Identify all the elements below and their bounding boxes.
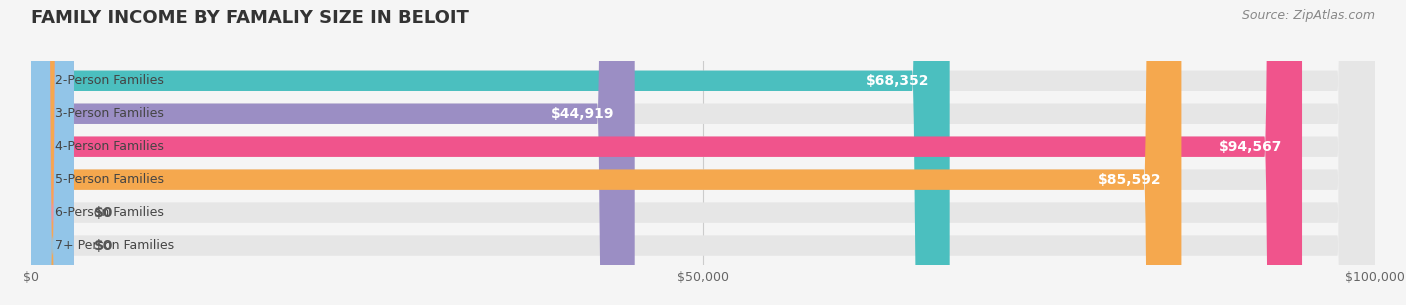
Text: 6-Person Families: 6-Person Families: [55, 206, 165, 219]
FancyBboxPatch shape: [31, 0, 1302, 305]
FancyBboxPatch shape: [31, 0, 1181, 305]
Text: $0: $0: [94, 206, 114, 220]
Text: 5-Person Families: 5-Person Families: [55, 173, 165, 186]
Text: 2-Person Families: 2-Person Families: [55, 74, 165, 87]
Text: $68,352: $68,352: [866, 74, 929, 88]
FancyBboxPatch shape: [31, 0, 1375, 305]
FancyBboxPatch shape: [31, 0, 1375, 305]
FancyBboxPatch shape: [31, 0, 949, 305]
FancyBboxPatch shape: [31, 0, 1375, 305]
Text: $85,592: $85,592: [1098, 173, 1161, 187]
FancyBboxPatch shape: [31, 0, 75, 305]
FancyBboxPatch shape: [31, 0, 1375, 305]
FancyBboxPatch shape: [31, 0, 634, 305]
Text: FAMILY INCOME BY FAMALIY SIZE IN BELOIT: FAMILY INCOME BY FAMALIY SIZE IN BELOIT: [31, 9, 468, 27]
Text: 7+ Person Families: 7+ Person Families: [55, 239, 174, 252]
Text: Source: ZipAtlas.com: Source: ZipAtlas.com: [1241, 9, 1375, 22]
FancyBboxPatch shape: [31, 0, 1375, 305]
Text: 4-Person Families: 4-Person Families: [55, 140, 165, 153]
Text: $44,919: $44,919: [551, 107, 614, 121]
FancyBboxPatch shape: [31, 0, 75, 305]
Text: $0: $0: [94, 239, 114, 253]
Text: $94,567: $94,567: [1219, 140, 1282, 154]
Text: 3-Person Families: 3-Person Families: [55, 107, 165, 120]
FancyBboxPatch shape: [31, 0, 1375, 305]
